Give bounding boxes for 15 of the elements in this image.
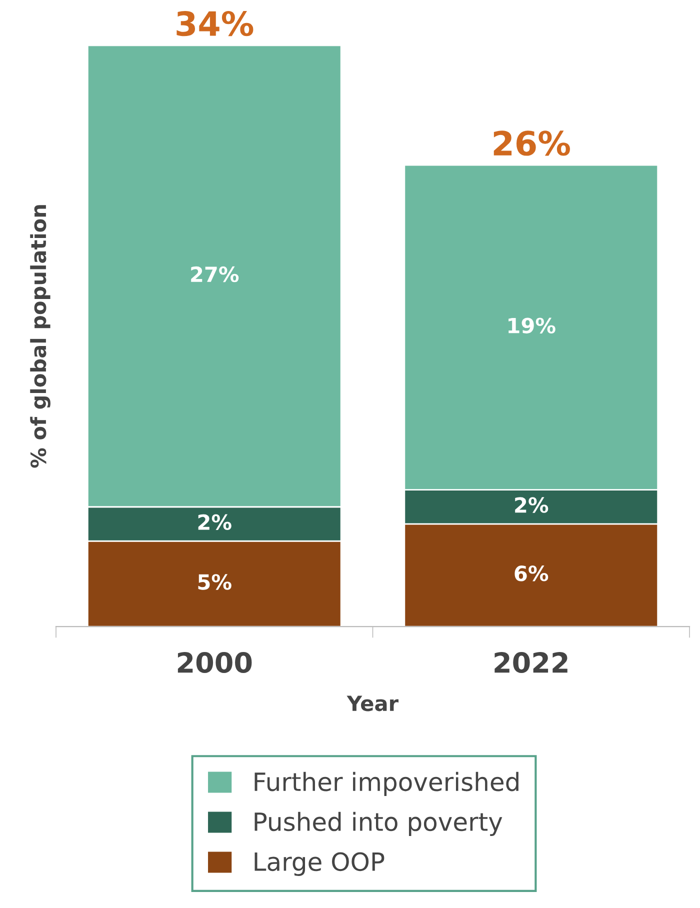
legend-label: Pushed into poverty — [254, 812, 502, 836]
legend-label: Large OOP — [254, 852, 384, 876]
x-axis-title: Year — [346, 696, 399, 712]
data-label: 2% — [515, 497, 548, 513]
data-label: 6% — [514, 566, 548, 582]
x-tick-label: 2022 — [494, 652, 568, 674]
data-label: 19% — [508, 318, 556, 334]
data-label: 27% — [191, 266, 239, 282]
total-label: 34% — [176, 10, 254, 36]
data-label: 2% — [198, 514, 232, 530]
data-label: 5% — [198, 574, 232, 590]
total-label: 26% — [494, 130, 570, 156]
y-axis-title: % of global population — [30, 205, 50, 468]
legend-label: Further impoverished — [254, 772, 518, 796]
x-tick-label: 2000 — [178, 652, 252, 674]
